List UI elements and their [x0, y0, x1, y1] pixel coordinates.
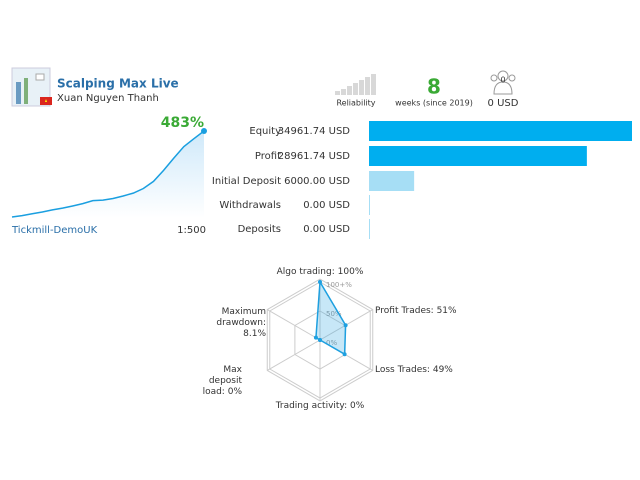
balance-label: Equity	[249, 126, 281, 137]
radar-spoke	[267, 309, 321, 341]
balance-value: 0.00 USD	[303, 200, 350, 211]
radar-point	[343, 323, 348, 328]
growth-value: 483%	[161, 115, 204, 131]
balance-value: 34961.74 USD	[278, 126, 351, 137]
author[interactable]: Xuan Nguyen Thanh	[57, 93, 159, 104]
radar-spoke	[267, 339, 321, 371]
radar-category: Loss Trades:	[375, 365, 430, 375]
radar-label: Profit Trades: 51%	[375, 306, 465, 317]
radar-category: Trading activity:	[275, 401, 348, 411]
balance-label: Profit	[255, 151, 281, 162]
subscribers-count: 0	[500, 76, 505, 85]
funds: 0 USD	[488, 98, 519, 109]
radar-point	[318, 280, 322, 284]
radar-tick-label: 50%	[326, 310, 342, 318]
radar-value: 51%	[436, 306, 457, 316]
growth-area	[12, 131, 204, 218]
radar-value: 0%	[350, 401, 365, 411]
radar-category: Algo trading:	[276, 267, 335, 277]
radar-value: 8.1%	[243, 329, 266, 339]
reliability-label: Reliability	[336, 99, 375, 108]
balance-bar	[369, 146, 587, 166]
reliability-icon	[335, 74, 376, 95]
balance-label: Withdrawals	[219, 200, 281, 211]
balance-bar	[369, 171, 415, 191]
radar-label: Loss Trades: 49%	[375, 365, 465, 376]
balance-label: Initial Deposit	[212, 176, 281, 187]
leverage: 1:500	[177, 225, 206, 236]
balance-value: 6000.00 USD	[284, 176, 350, 187]
signal-title[interactable]: Scalping Max Live	[57, 77, 179, 91]
broker[interactable]: Tickmill-DemoUK	[11, 225, 98, 236]
radar-tick-label: 0%	[326, 339, 337, 347]
radar-shape	[315, 279, 347, 356]
radar-label: Max deposit load: 0%	[190, 365, 242, 398]
radar-value: 49%	[432, 365, 453, 375]
growth-line	[11, 130, 205, 218]
balance-label: Deposits	[238, 224, 281, 235]
avatar	[11, 67, 52, 107]
radar-point	[313, 335, 318, 340]
balance-bar	[369, 195, 370, 215]
balance-value: 28961.74 USD	[278, 151, 351, 162]
growth-end-dot	[201, 128, 207, 134]
radar-value: 0%	[227, 387, 242, 397]
radar-label: Algo trading: 100%	[260, 267, 380, 278]
radar-tick-label: 100+%	[326, 281, 352, 289]
radar-category: Maximum drawdown:	[216, 307, 266, 328]
balance-value: 0.00 USD	[303, 224, 350, 235]
radar-label: Maximum drawdown: 8.1%	[196, 307, 266, 340]
weeks-label: weeks (since 2019)	[395, 99, 473, 108]
weeks: 8	[427, 75, 441, 99]
balance-bar	[369, 219, 370, 239]
balance-bar	[369, 121, 632, 141]
radar-point	[318, 338, 322, 342]
radar-label: Trading activity: 0%	[260, 401, 380, 412]
radar-category: Max deposit load:	[202, 365, 242, 397]
radar-point	[342, 352, 347, 357]
radar-value: 100%	[337, 267, 364, 277]
subscribers-icon	[490, 70, 516, 95]
radar-category: Profit Trades:	[375, 306, 434, 316]
